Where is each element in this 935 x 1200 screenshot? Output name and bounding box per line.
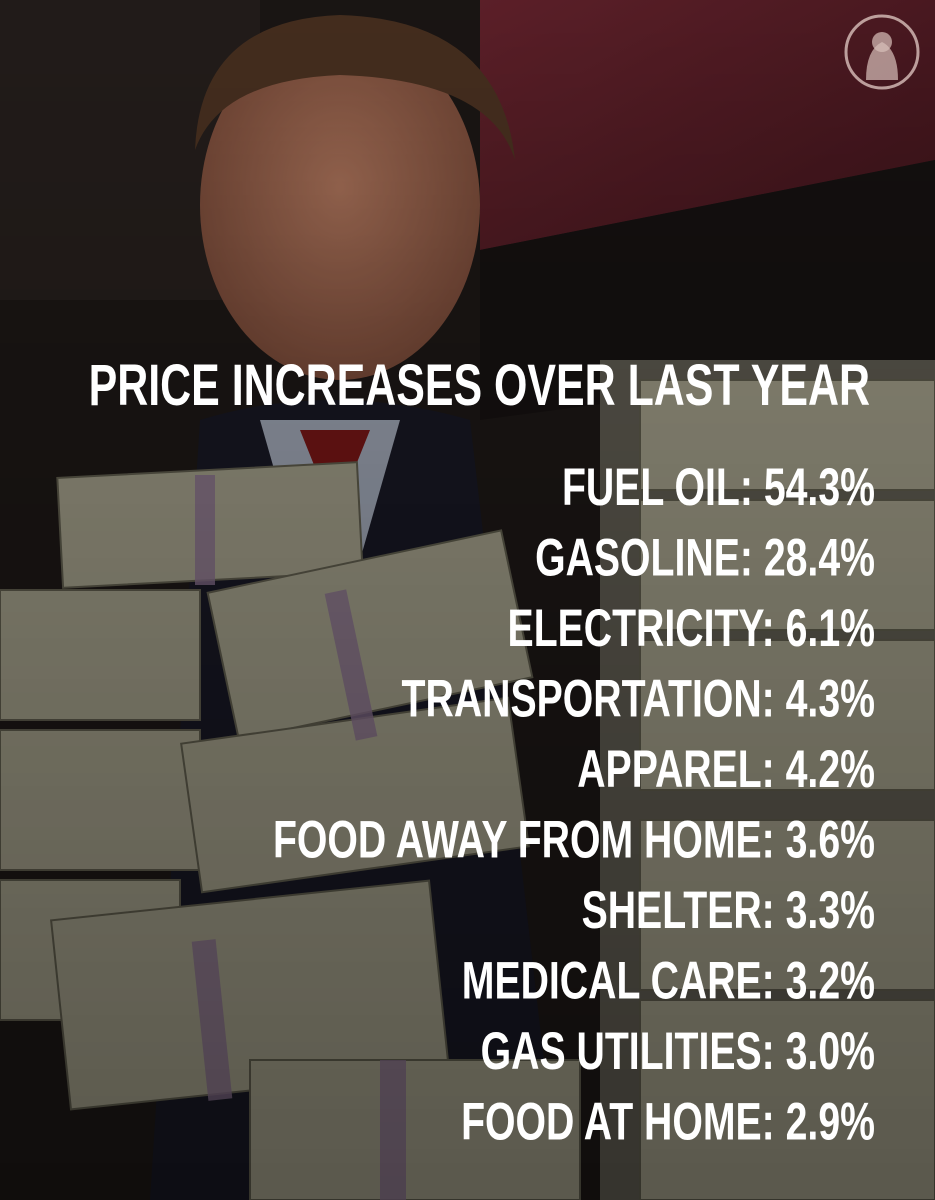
price-item: SHELTER: 3.3% [582,880,875,939]
price-item: APPAREL: 4.2% [577,739,875,798]
price-item: GAS UTILITIES: 3.0% [481,1021,875,1080]
price-item: FOOD AT HOME: 2.9% [461,1092,875,1151]
price-item: TRANSPORTATION: 4.3% [402,669,875,728]
price-item: FUEL OIL: 54.3% [562,457,875,516]
price-item: ELECTRICITY: 6.1% [508,598,875,657]
price-item: FOOD AWAY FROM HOME: 3.6% [273,810,875,869]
price-list: FUEL OIL: 54.3% GASOLINE: 28.4% ELECTRICIT… [273,457,875,1151]
logo [844,14,920,90]
title: PRICE INCREASES OVER LAST YEAR [89,353,870,418]
price-item: GASOLINE: 28.4% [535,528,875,587]
price-item: MEDICAL CARE: 3.2% [462,951,875,1010]
